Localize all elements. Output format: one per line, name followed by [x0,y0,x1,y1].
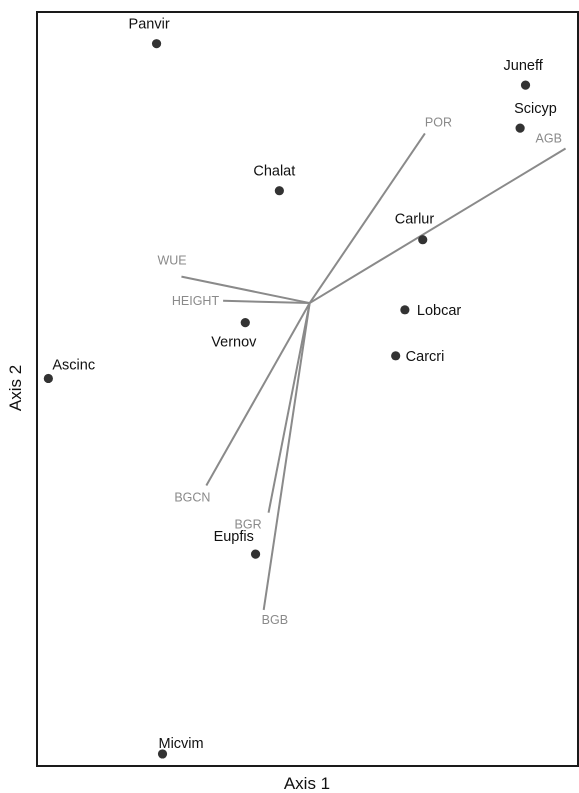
point-label-chalat: Chalat [253,164,295,180]
point-chalat [274,186,284,196]
point-micvim [157,749,168,759]
point-carcri [391,351,401,361]
point-label-scicyp: Scicyp [514,101,557,117]
vector-line-agb [309,147,567,304]
vector-line-bgr [267,302,311,513]
vector-label-height: HEIGHT [172,294,220,308]
vector-label-agb: AGB [536,131,562,145]
plot-frame [36,11,579,767]
vector-line-bgb [262,302,311,611]
points-layer: Panvir Juneff Scicyp Chalat Carlur Lobcar Vern… [43,17,557,759]
point-carlur [418,235,428,245]
vectors-layer: POR AGB WUE HEIGHT BGCN BGR BGB [157,115,567,627]
point-label-juneff: Juneff [504,58,544,74]
vector-label-bgb: BGB [262,613,288,627]
point-label-carcri: Carcri [406,349,445,365]
x-axis-label: Axis 1 [284,774,330,793]
vector-line-por [308,132,426,304]
point-label-ascinc: Ascinc [52,357,95,373]
vector-line-bgcn [205,302,311,487]
point-lobcar [400,305,410,315]
point-label-eupfis: Eupfis [214,529,254,545]
point-label-panvir: Panvir [129,17,170,33]
point-label-micvim: Micvim [159,736,204,752]
vector-label-wue: WUE [157,254,186,268]
point-panvir [151,39,162,49]
vector-label-por: POR [425,115,452,129]
vector-line-height [223,299,310,305]
vector-label-bgr: BGR [235,518,262,532]
point-ascinc [43,373,53,384]
point-label-lobcar: Lobcar [417,303,462,319]
y-axis-label: Axis 2 [6,365,25,411]
vector-label-bgcn: BGCN [174,491,210,505]
point-eupfis [250,549,261,559]
point-label-vernov: Vernov [211,335,257,351]
point-vernov [240,318,250,328]
point-scicyp [515,123,525,133]
vector-line-wue [181,275,310,305]
point-label-carlur: Carlur [395,212,435,228]
point-juneff [520,80,531,90]
